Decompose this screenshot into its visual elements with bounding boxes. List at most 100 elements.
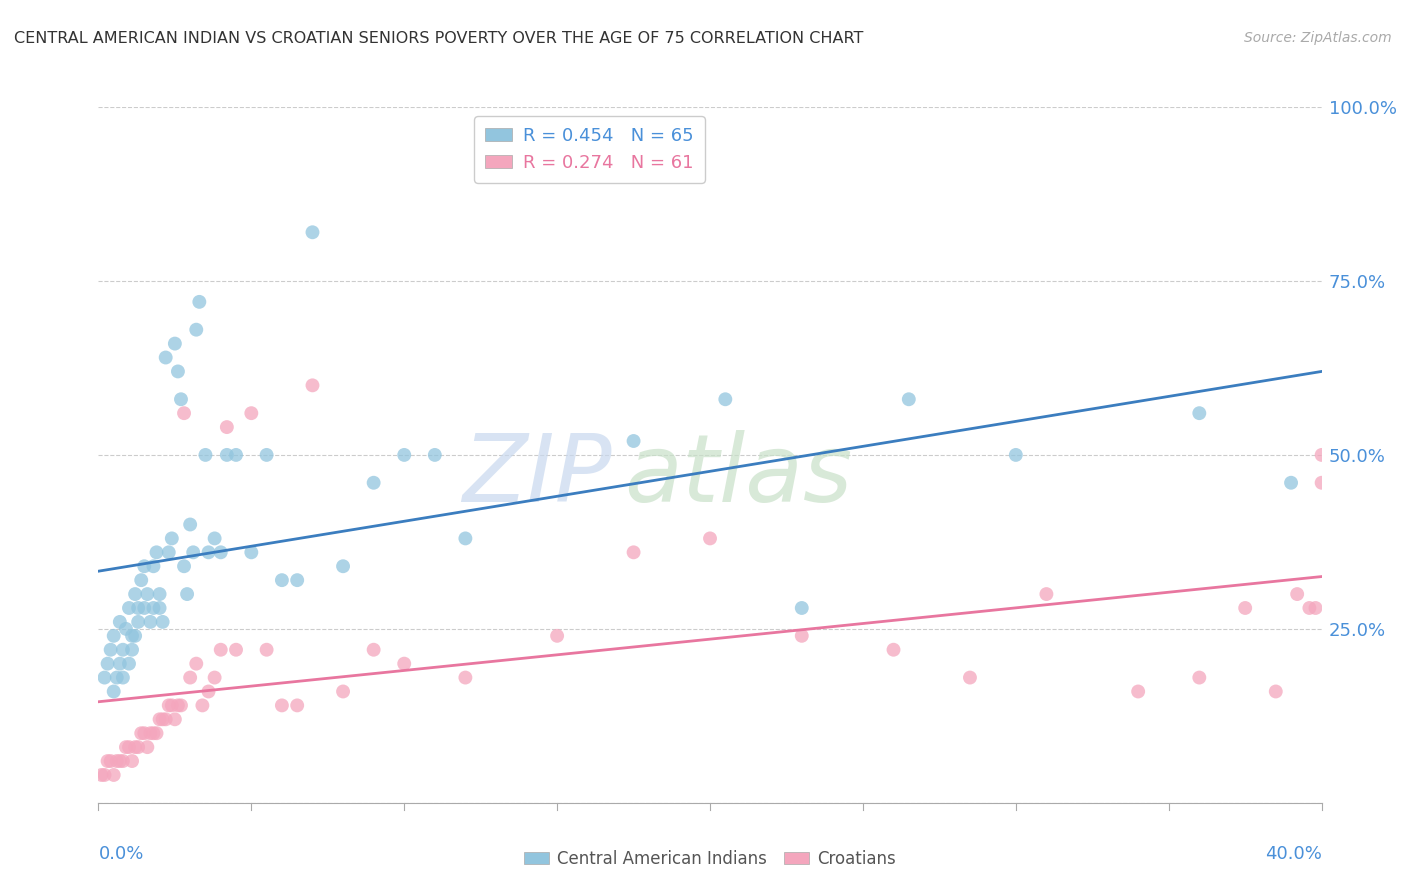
Point — [714, 392, 737, 407]
Point — [215, 448, 238, 462]
Point — [103, 629, 125, 643]
Point — [149, 712, 172, 726]
Point — [225, 448, 247, 462]
Point — [301, 378, 323, 392]
Point — [186, 323, 208, 337]
Point — [285, 698, 308, 713]
Point — [136, 587, 159, 601]
Point — [204, 671, 226, 685]
Point — [270, 573, 292, 587]
Point — [1004, 448, 1026, 462]
Point — [93, 768, 115, 782]
Point — [256, 642, 278, 657]
Point — [139, 726, 162, 740]
Point — [623, 434, 645, 448]
Point — [115, 622, 138, 636]
Text: CENTRAL AMERICAN INDIAN VS CROATIAN SENIORS POVERTY OVER THE AGE OF 75 CORRELATI: CENTRAL AMERICAN INDIAN VS CROATIAN SENI… — [14, 31, 863, 46]
Point — [363, 475, 385, 490]
Point — [790, 629, 813, 643]
Point — [124, 629, 146, 643]
Point — [152, 712, 174, 726]
Point — [103, 768, 125, 782]
Point — [392, 448, 416, 462]
Point — [546, 629, 568, 643]
Point — [149, 587, 172, 601]
Point — [167, 364, 190, 378]
Point — [1286, 587, 1309, 601]
Point — [103, 684, 125, 698]
Point — [1188, 671, 1211, 685]
Point — [142, 726, 165, 740]
Text: atlas: atlas — [624, 430, 852, 521]
Point — [160, 698, 183, 713]
Point — [209, 642, 232, 657]
Point — [897, 392, 920, 407]
Point — [1234, 601, 1257, 615]
Point — [1188, 406, 1211, 420]
Point — [111, 671, 134, 685]
Text: 0.0%: 0.0% — [98, 845, 143, 863]
Text: Source: ZipAtlas.com: Source: ZipAtlas.com — [1244, 31, 1392, 45]
Point — [90, 768, 112, 782]
Point — [186, 657, 208, 671]
Point — [134, 601, 156, 615]
Text: 40.0%: 40.0% — [1265, 845, 1322, 863]
Point — [142, 601, 165, 615]
Text: ZIP: ZIP — [463, 430, 612, 521]
Point — [167, 698, 190, 713]
Point — [332, 559, 354, 574]
Point — [240, 406, 263, 420]
Point — [790, 601, 813, 615]
Point — [118, 740, 141, 755]
Point — [157, 545, 180, 559]
Point — [124, 587, 146, 601]
Point — [423, 448, 446, 462]
Point — [454, 532, 477, 546]
Point — [157, 698, 180, 713]
Point — [134, 726, 156, 740]
Point — [155, 351, 177, 365]
Point — [100, 754, 122, 768]
Point — [105, 671, 128, 685]
Point — [127, 615, 149, 629]
Point — [204, 532, 226, 546]
Point — [959, 671, 981, 685]
Point — [121, 642, 143, 657]
Point — [97, 657, 120, 671]
Point — [155, 712, 177, 726]
Point — [108, 754, 131, 768]
Point — [149, 601, 172, 615]
Point — [163, 336, 186, 351]
Point — [392, 657, 416, 671]
Point — [127, 740, 149, 755]
Point — [97, 754, 120, 768]
Point — [124, 740, 146, 755]
Legend: Central American Indians, Croatians: Central American Indians, Croatians — [517, 843, 903, 874]
Point — [136, 740, 159, 755]
Point — [179, 517, 201, 532]
Point — [699, 532, 721, 546]
Point — [194, 448, 217, 462]
Point — [173, 559, 195, 574]
Point — [105, 754, 128, 768]
Point — [285, 573, 308, 587]
Point — [1310, 475, 1333, 490]
Point — [240, 545, 263, 559]
Point — [121, 629, 143, 643]
Point — [145, 545, 167, 559]
Point — [197, 545, 219, 559]
Point — [225, 642, 247, 657]
Point — [1264, 684, 1286, 698]
Point — [152, 615, 174, 629]
Point — [188, 294, 211, 309]
Point — [127, 601, 149, 615]
Point — [1279, 475, 1302, 490]
Point — [129, 573, 152, 587]
Point — [118, 657, 141, 671]
Point — [454, 671, 477, 685]
Point — [145, 726, 167, 740]
Point — [1298, 601, 1320, 615]
Point — [181, 545, 204, 559]
Point — [108, 657, 131, 671]
Point — [170, 698, 193, 713]
